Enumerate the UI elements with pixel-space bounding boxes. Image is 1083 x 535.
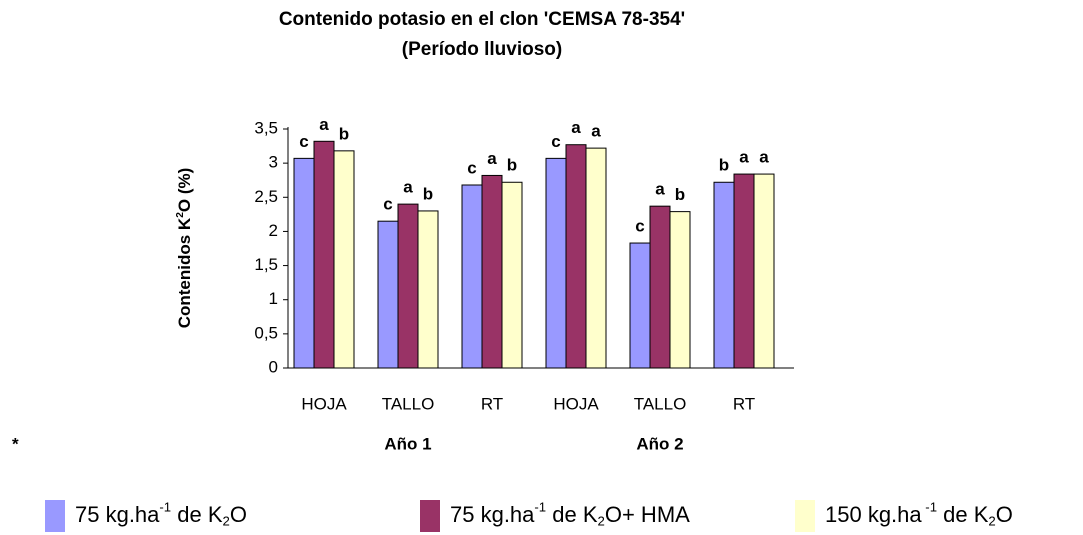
bar-letter: b	[719, 156, 729, 175]
bar-letter: b	[423, 184, 433, 203]
bar	[293, 157, 315, 369]
bar-letter: a	[739, 148, 749, 167]
bar-letter: a	[487, 149, 497, 168]
bar	[397, 203, 419, 369]
bar	[669, 211, 691, 369]
bar	[501, 181, 523, 369]
bar-letter: a	[591, 122, 601, 141]
x-tick-label: HOJA	[301, 394, 347, 413]
bar-letter: a	[759, 148, 769, 167]
text-part: de K	[546, 502, 598, 527]
text-part: 75 kg.ha	[450, 502, 535, 527]
x-tick-label: HOJA	[553, 394, 599, 413]
group-label: Año 1	[384, 434, 431, 453]
bar	[481, 174, 503, 369]
legend-label: 75 kg.ha-1 de K2O	[75, 500, 247, 529]
bar-letter: a	[571, 118, 581, 137]
text-part: O (%)	[175, 168, 194, 212]
text-part: -1	[534, 500, 546, 515]
bar-letter: b	[339, 124, 349, 143]
text-part: Contenidos K	[175, 217, 194, 328]
chart-subtitle: (Período lluvioso)	[402, 39, 562, 60]
group-label: Año 2	[636, 434, 683, 453]
chart-title: Contenido potasio en el clon 'CEMSA 78-3…	[279, 9, 685, 30]
bar	[461, 184, 483, 369]
bar-letter: c	[551, 132, 560, 151]
bar-letter: b	[675, 185, 685, 204]
bar	[585, 147, 607, 369]
bar-letter: a	[655, 180, 665, 199]
bar	[545, 157, 567, 369]
bar	[713, 181, 735, 369]
y-tick-label: 1	[269, 289, 278, 308]
text-part: O	[996, 502, 1013, 527]
legend-swatch	[420, 500, 440, 532]
bar-letter: a	[319, 115, 329, 134]
bar	[629, 242, 651, 369]
bar	[333, 150, 355, 369]
x-tick-label: RT	[733, 394, 755, 413]
x-tick-label: RT	[481, 394, 503, 413]
text-part: O	[230, 502, 247, 527]
x-tick-label: TALLO	[634, 394, 687, 413]
note: *	[12, 434, 19, 453]
text-part: 2	[175, 212, 186, 218]
text-part: de K	[937, 502, 989, 527]
text-part: de K	[171, 502, 223, 527]
bar	[417, 210, 439, 369]
y-tick-label: 0,5	[254, 323, 278, 342]
text-part: 2	[988, 514, 995, 529]
bar	[733, 173, 755, 369]
y-tick-label: 1,5	[254, 255, 278, 274]
bar	[649, 205, 671, 369]
text-part: 150 kg.ha	[825, 502, 922, 527]
bar-letter: c	[635, 217, 644, 236]
text-part: O+ HMA	[605, 502, 690, 527]
y-tick-label: 0	[269, 357, 278, 376]
bar	[753, 173, 775, 369]
bar-letter: c	[467, 158, 476, 177]
y-tick-label: 3,5	[254, 118, 278, 137]
text-part: 2	[598, 514, 605, 529]
bar-letter: a	[403, 178, 413, 197]
bar-letter: c	[299, 132, 308, 151]
text-part: 75 kg.ha	[75, 502, 160, 527]
y-tick-label: 3	[269, 153, 278, 172]
legend-label: 75 kg.ha-1 de K2O+ HMA	[450, 500, 690, 529]
text-part: 2	[223, 514, 230, 529]
text-part: -1	[922, 500, 937, 515]
x-tick-label: TALLO	[382, 394, 435, 413]
bar	[377, 220, 399, 369]
bar	[565, 144, 587, 369]
legend-swatch	[795, 500, 815, 532]
text-part: -1	[159, 500, 171, 515]
y-tick-label: 2,5	[254, 187, 278, 206]
y-axis-label: Contenidos K2O (%)	[175, 168, 195, 329]
bar-letter: c	[383, 195, 392, 214]
legend-label: 150 kg.ha -1 de K2O	[825, 500, 1013, 529]
legend-swatch	[45, 500, 65, 532]
bar	[313, 140, 335, 369]
bar-letter: b	[507, 156, 517, 175]
y-tick-label: 2	[269, 221, 278, 240]
